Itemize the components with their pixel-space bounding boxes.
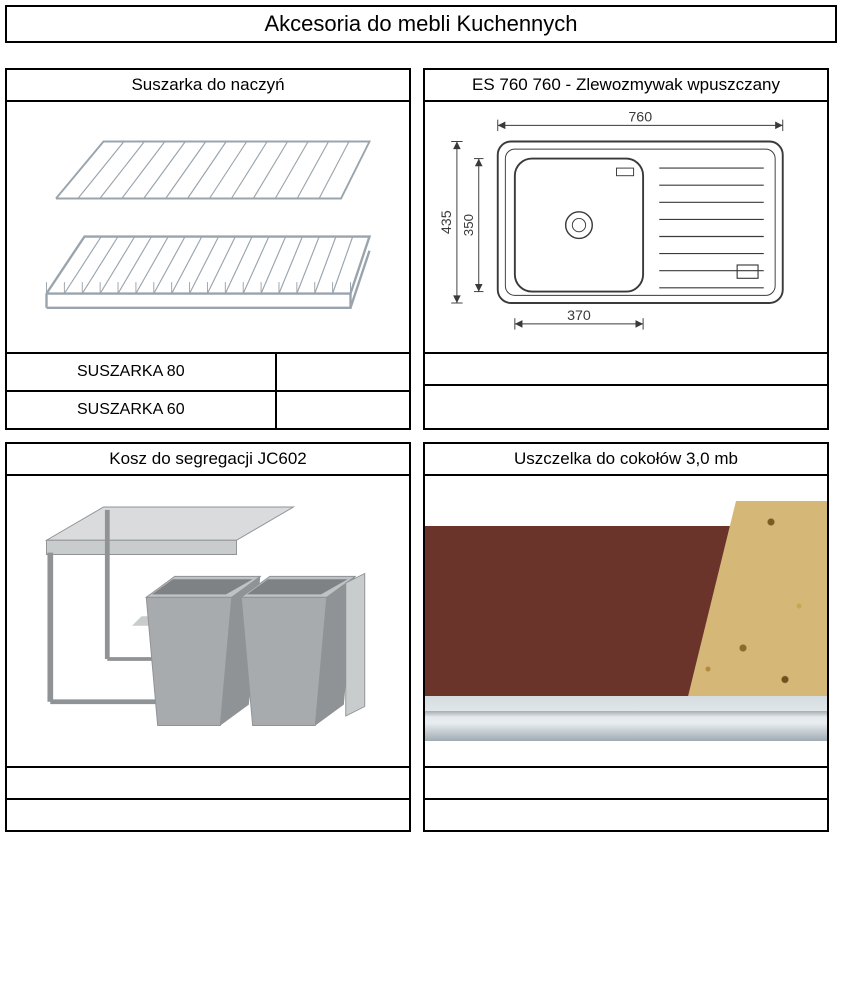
product-rows xyxy=(7,766,409,830)
svg-text:350: 350 xyxy=(461,214,476,236)
product-header: Suszarka do naczyń xyxy=(7,70,409,102)
table-row xyxy=(425,384,827,416)
table-row: SUSZARKA 80 xyxy=(7,352,409,390)
table-row xyxy=(7,798,409,830)
product-image xyxy=(7,102,409,352)
product-image xyxy=(425,476,827,766)
product-card: Uszczelka do cokołów 3,0 mb xyxy=(423,442,829,832)
product-header: Uszczelka do cokołów 3,0 mb xyxy=(425,444,827,476)
product-rows: SUSZARKA 80SUSZARKA 60 xyxy=(7,352,409,428)
product-image: 760 435 350 370 xyxy=(425,102,827,352)
product-card: Kosz do segregacji JC602 xyxy=(5,442,411,832)
svg-text:370: 370 xyxy=(567,308,591,324)
table-row xyxy=(425,766,827,798)
product-rows xyxy=(425,352,827,416)
table-row xyxy=(7,766,409,798)
product-grid: Suszarka do naczyń SUSZARKA 80SUSZARKA 60… xyxy=(5,68,837,832)
svg-text:760: 760 xyxy=(628,110,652,126)
product-header: ES 760 760 - Zlewozmywak wpuszczany xyxy=(425,70,827,102)
cell-label: SUSZARKA 80 xyxy=(7,354,277,390)
product-card: ES 760 760 - Zlewozmywak wpuszczany 760 43… xyxy=(423,68,829,430)
table-row xyxy=(425,352,827,384)
cell-value xyxy=(277,354,409,390)
product-header: Kosz do segregacji JC602 xyxy=(7,444,409,476)
cell-label: SUSZARKA 60 xyxy=(7,392,277,428)
product-card: Suszarka do naczyń SUSZARKA 80SUSZARKA 60 xyxy=(5,68,411,430)
product-rows xyxy=(425,766,827,830)
product-image xyxy=(7,476,409,766)
table-row: SUSZARKA 60 xyxy=(7,390,409,428)
svg-text:435: 435 xyxy=(439,210,455,234)
cell-value xyxy=(277,392,409,428)
table-row xyxy=(425,798,827,830)
page-title: Akcesoria do mebli Kuchennych xyxy=(5,5,837,43)
